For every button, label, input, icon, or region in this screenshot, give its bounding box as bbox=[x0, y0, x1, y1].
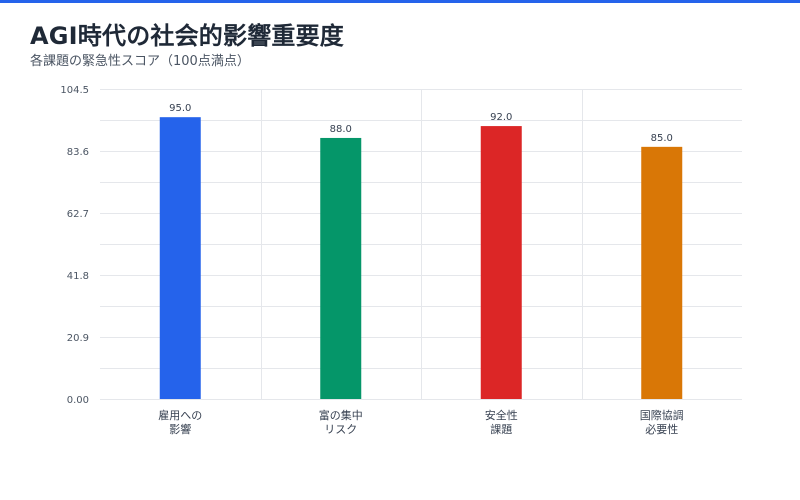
data-label: 95.0 bbox=[169, 103, 191, 114]
chart-subtitle: 各課題の緊急性スコア（100点満点） bbox=[30, 54, 250, 69]
x-tick-label: 安全性課題 bbox=[485, 408, 518, 436]
y-tick-label: 83.6 bbox=[67, 147, 89, 158]
y-tick-label: 20.9 bbox=[67, 333, 89, 344]
bar bbox=[159, 117, 201, 399]
y-tick-label: 0.00 bbox=[67, 395, 89, 406]
x-tick-label: 富の集中リスク bbox=[319, 408, 363, 436]
bar bbox=[320, 137, 362, 399]
bar bbox=[480, 126, 522, 400]
bar bbox=[641, 146, 683, 399]
y-tick-label: 62.7 bbox=[67, 209, 89, 220]
y-tick-label: 104.5 bbox=[60, 85, 89, 96]
data-label: 92.0 bbox=[490, 112, 512, 123]
y-tick-label: 41.8 bbox=[67, 271, 89, 282]
x-tick-label: 雇用への影響 bbox=[158, 408, 202, 436]
top-accent-bar bbox=[0, 0, 800, 3]
x-tick-label: 国際協調必要性 bbox=[640, 408, 684, 436]
chart-title: AGI時代の社会的影響重要度 bbox=[30, 22, 345, 50]
data-label: 85.0 bbox=[651, 133, 673, 144]
data-label: 88.0 bbox=[330, 124, 352, 135]
